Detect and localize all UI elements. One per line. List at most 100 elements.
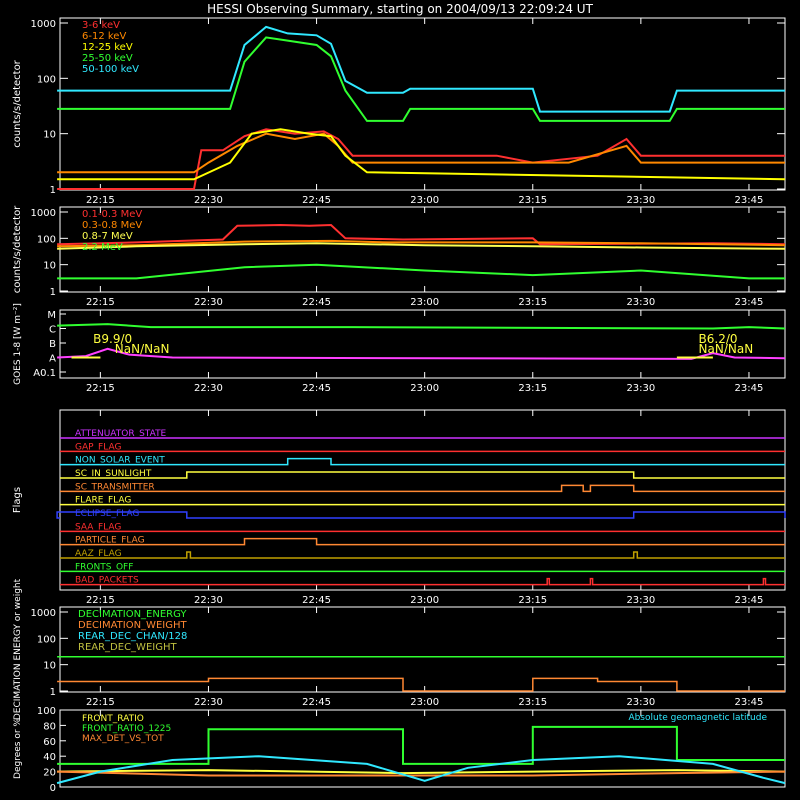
series-line-FRONT_RATIO_1225 <box>57 725 785 765</box>
series-line-6-12 keV <box>57 132 785 174</box>
flag-line-NON_SOLAR_EVENT <box>60 457 785 466</box>
series-line-25-50 keV <box>57 36 785 122</box>
goes-annotation-0: B9.9/0 <box>93 332 132 346</box>
y-axis-label-1: counts/s/detector <box>12 205 23 293</box>
flag-label-SAA_FLAG: SAA_FLAG <box>75 522 121 532</box>
flag-label-NON_SOLAR_EVENT: NON_SOLAR_EVENT <box>75 456 165 466</box>
y-tick-label: 100 <box>37 74 56 85</box>
legend-entry-0-4: 50-100 keV <box>82 64 139 75</box>
flag-line-AAZ_FLAG <box>60 551 785 559</box>
legend-entry-5-0: FRONT_RATIO <box>82 714 144 724</box>
x-tick-label: 22:30 <box>194 697 223 708</box>
series-line-50-100 keV <box>57 25 785 113</box>
x-tick-label: 22:15 <box>86 595 115 606</box>
x-tick-label: 23:15 <box>518 595 547 606</box>
legend-entry-4-1: DECIMATION_WEIGHT <box>78 620 187 631</box>
series-line-0.3-0.8 MeV <box>57 239 786 248</box>
y-axis-label-0: counts/s/detector <box>12 59 23 147</box>
panel-frame-4 <box>59 606 786 693</box>
panel-frame-0 <box>59 17 786 191</box>
panel-frame-2 <box>59 309 786 379</box>
x-tick-label: 23:15 <box>518 297 547 308</box>
series-line-12-25 keV <box>57 128 786 181</box>
legend-entry-1-2: 0.8-7 MeV <box>82 231 133 242</box>
legend-entry-5-3: Absolute geomagnetic latitude <box>628 713 767 723</box>
x-tick-label: 23:00 <box>410 383 439 394</box>
series-line-0.1-0.3 MeV <box>57 223 786 246</box>
y-tick-label: A0.1 <box>33 368 56 379</box>
flag-label-SC_TRANSMITTER: SC_TRANSMITTER <box>75 482 155 492</box>
panel-frame-1 <box>59 206 786 293</box>
legend-entry-0-3: 25-50 keV <box>82 53 133 64</box>
x-tick-label: 23:00 <box>410 595 439 606</box>
x-tick-label: 23:45 <box>735 595 764 606</box>
x-tick-label: 22:15 <box>86 297 115 308</box>
goes-annotation-2: B6.2/0 <box>699 332 738 346</box>
x-tick-label: 23:15 <box>518 383 547 394</box>
y-axis-label-5: Degrees or % <box>13 718 23 779</box>
series-line-2.2 MeV <box>57 263 785 280</box>
x-tick-label: 23:45 <box>735 297 764 308</box>
legend-entry-4-0: DECIMATION_ENERGY <box>78 609 187 620</box>
x-tick-label: 22:15 <box>86 697 115 708</box>
series-line-Absolute geomagnetic latitude <box>56 755 786 785</box>
x-tick-label: 23:45 <box>735 195 764 206</box>
y-tick-label: 1000 <box>31 19 56 30</box>
y-axis-label-2: GOES 1-8 [W m⁻²] <box>13 303 23 385</box>
flag-label-BAD_PACKETS: BAD_PACKETS <box>75 576 139 586</box>
y-tick-label: C <box>49 325 56 336</box>
x-tick-label: 22:45 <box>302 297 331 308</box>
x-tick-label: 22:30 <box>194 595 223 606</box>
x-tick-label: 23:30 <box>626 697 655 708</box>
chart-title: HESSI Observing Summary, starting on 200… <box>207 2 593 16</box>
y-tick-label: M <box>47 310 56 321</box>
legend-entry-4-3: REAR_DEC_WEIGHT <box>78 642 177 653</box>
y-tick-label: 0 <box>50 783 56 794</box>
goes-line-0 <box>57 323 786 330</box>
y-tick-label: 1 <box>50 287 56 298</box>
series-line-FRONT_RATIO <box>57 769 786 775</box>
flag-label-SC_IN_SUNLIGHT: SC_IN_SUNLIGHT <box>75 469 152 479</box>
panel-frame-5 <box>59 709 786 788</box>
x-tick-label: 23:00 <box>410 697 439 708</box>
x-tick-label: 22:45 <box>302 595 331 606</box>
panel-frame-3 <box>59 409 786 591</box>
legend-entry-4-2: REAR_DEC_CHAN/128 <box>78 631 187 642</box>
x-tick-label: 23:45 <box>735 383 764 394</box>
flag-label-ATTENUATOR_STATE: ATTENUATOR_STATE <box>75 429 167 439</box>
legend-entry-1-3: 2.2 MeV <box>82 242 123 253</box>
y-tick-label: 20 <box>43 768 56 779</box>
x-tick-label: 23:30 <box>626 195 655 206</box>
y-axis-label-3: Flags <box>12 487 23 513</box>
flag-label-GAP_FLAG: GAP_FLAG <box>75 442 121 452</box>
x-tick-label: 22:45 <box>302 383 331 394</box>
y-tick-label: 10 <box>43 661 56 672</box>
x-tick-label: 23:30 <box>626 297 655 308</box>
y-tick-label: 100 <box>37 234 56 245</box>
y-tick-label: 100 <box>37 634 56 645</box>
legend-entry-1-0: 0.1-0.3 MeV <box>82 209 142 220</box>
x-tick-label: 22:15 <box>86 195 115 206</box>
flag-line-SC_IN_SUNLIGHT <box>60 471 785 479</box>
y-tick-label: 40 <box>43 752 56 763</box>
x-tick-label: 23:30 <box>626 595 655 606</box>
x-tick-label: 22:30 <box>194 383 223 394</box>
flag-label-FLARE_FLAG: FLARE_FLAG <box>75 496 131 506</box>
x-tick-label: 23:15 <box>518 697 547 708</box>
x-tick-label: 22:45 <box>302 195 331 206</box>
series-line-0.8-7 MeV <box>57 242 786 250</box>
x-tick-label: 22:45 <box>302 697 331 708</box>
y-tick-label: 1000 <box>31 608 56 619</box>
goes-annotation-1: NaN/NaN <box>115 342 170 356</box>
flag-line-ECLIPSE_FLAG <box>56 511 786 519</box>
y-tick-label: 1 <box>50 185 56 196</box>
x-tick-label: 22:15 <box>86 383 115 394</box>
y-tick-label: 1 <box>50 687 56 698</box>
legend-entry-1-1: 0.3-0.8 MeV <box>82 220 142 231</box>
legend-entry-5-2: MAX_DET_VS_TOT <box>82 734 164 744</box>
x-tick-label: 23:15 <box>518 195 547 206</box>
y-tick-label: A <box>49 354 56 365</box>
y-tick-label: 1000 <box>31 208 56 219</box>
series-line-MAX_DET_VS_TOT <box>57 770 786 777</box>
